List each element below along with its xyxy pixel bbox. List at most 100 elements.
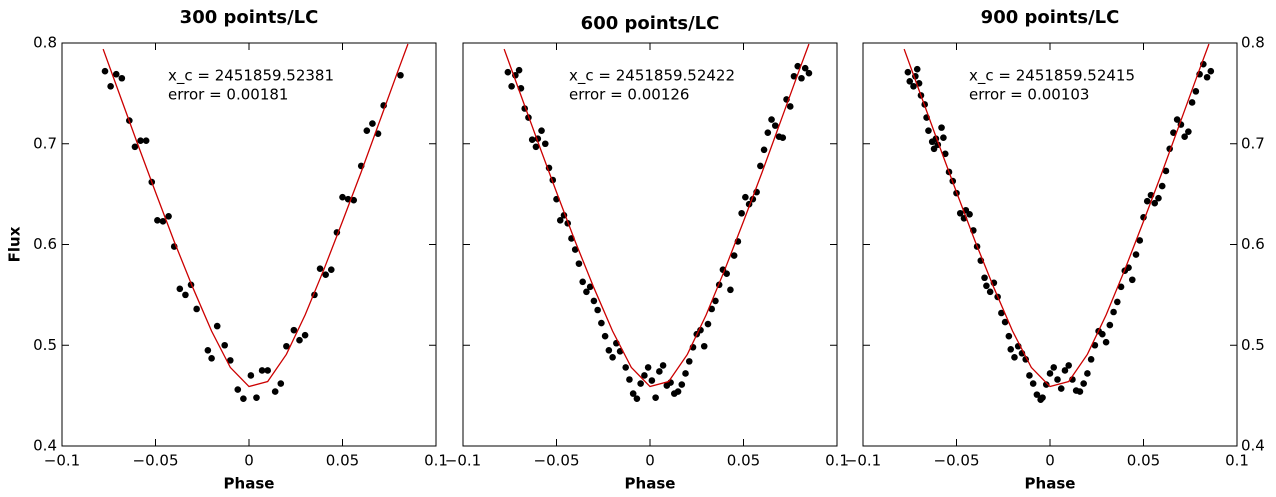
data-point [904, 68, 912, 76]
x-tick-label: 0.1 [1225, 452, 1249, 470]
data-point [1128, 276, 1136, 284]
data-point [1001, 318, 1009, 326]
data-point [397, 71, 404, 79]
data-point [227, 357, 234, 364]
data-point [159, 218, 167, 225]
data-point [112, 70, 120, 78]
data-point [652, 394, 659, 401]
data-point [193, 305, 200, 313]
data-point [644, 364, 652, 371]
data-point [730, 252, 738, 259]
data-point [165, 212, 172, 220]
data-point [1057, 385, 1065, 392]
x-tick-label: 0.05 [326, 452, 359, 470]
data-point [633, 395, 641, 402]
data-point [786, 103, 794, 110]
data-point [1026, 372, 1033, 379]
data-point [532, 143, 540, 151]
y-tick-label: 0.8 [1241, 34, 1265, 52]
data-point [221, 341, 228, 349]
data-point [208, 355, 215, 362]
x-tick-label: 0 [645, 452, 655, 470]
data-point [805, 69, 813, 77]
data-point [1065, 362, 1072, 369]
data-point [271, 388, 279, 395]
y-tick-label: 0.5 [1241, 336, 1265, 354]
data-point [515, 66, 523, 74]
y-axis-label: Flux [6, 226, 24, 262]
data-point [704, 320, 712, 328]
data-point [350, 196, 358, 204]
y-tick-label: 0.5 [33, 336, 57, 354]
y-tick-label: 0.4 [1241, 437, 1265, 455]
x-tick-label: 0 [244, 452, 254, 470]
data-point [1054, 376, 1061, 383]
data-point [674, 388, 682, 395]
data-point [757, 162, 764, 170]
data-point [1192, 88, 1200, 95]
data-point [1143, 197, 1151, 205]
data-point [712, 297, 719, 305]
data-point [790, 72, 798, 80]
data-point [609, 354, 616, 361]
data-point [938, 124, 945, 131]
x-tick-label: −0.05 [934, 452, 980, 470]
panel-title: 900 points/LC [981, 7, 1120, 28]
data-point [1185, 128, 1192, 135]
data-point [363, 127, 371, 134]
data-point [1170, 129, 1177, 136]
data-point [685, 358, 693, 365]
data-point [760, 146, 768, 154]
panel: 900 points/LC Phase −0.1 −0.05 0 0.05 0.10.4 0.… [845, 7, 1265, 493]
data-point [1155, 194, 1162, 202]
x-axis-label: Phase [224, 475, 275, 493]
data-point [1151, 199, 1159, 207]
data-point [622, 364, 629, 371]
data-point [1207, 67, 1215, 75]
data-point [316, 265, 324, 272]
data-point [541, 140, 549, 148]
fit-curve [903, 43, 1210, 388]
data-point [1091, 341, 1099, 349]
annotation: x_c = 2451859.52422 [569, 67, 735, 86]
data-point [283, 342, 290, 350]
data-point [247, 372, 255, 379]
data-point [940, 134, 947, 142]
panel: 300 points/LC Phase Flux −0.1 −0.05 0 0.05 0.1 0… [6, 7, 448, 493]
data-point [700, 342, 708, 350]
data-point [764, 129, 772, 136]
data-point [213, 322, 221, 330]
data-point [556, 217, 564, 224]
data-point [571, 246, 579, 253]
data-point [594, 306, 601, 314]
data-point [142, 137, 150, 145]
data-point [327, 266, 335, 273]
fit-curve [102, 43, 409, 388]
data-point [738, 209, 745, 217]
data-point [637, 380, 644, 387]
x-tick-label: 0.1 [825, 452, 849, 470]
data-point [1099, 330, 1106, 338]
x-tick-label: 0.1 [424, 452, 448, 470]
data-point [925, 127, 932, 134]
data-point [504, 68, 512, 76]
data-point [667, 379, 674, 386]
data-point [682, 370, 689, 377]
panel-title: 300 points/LC [180, 7, 319, 28]
data-point [1005, 332, 1013, 340]
data-point [1181, 133, 1188, 140]
data-point [641, 372, 648, 379]
data-point [629, 390, 637, 397]
data-point [277, 380, 285, 387]
data-point [779, 134, 787, 142]
data-point [253, 394, 260, 401]
data-point [648, 377, 656, 384]
panel: 600 points/LC Phase −0.1 −0.05 0 0.05 0.1 x_c =… [445, 13, 849, 493]
x-tick-label: 0.05 [1127, 452, 1160, 470]
data-point [1039, 394, 1046, 401]
data-point [1162, 167, 1170, 175]
y-tick-label: 0.7 [33, 134, 57, 152]
data-point [1080, 380, 1087, 387]
data-point [983, 282, 990, 290]
data-point [538, 127, 545, 134]
